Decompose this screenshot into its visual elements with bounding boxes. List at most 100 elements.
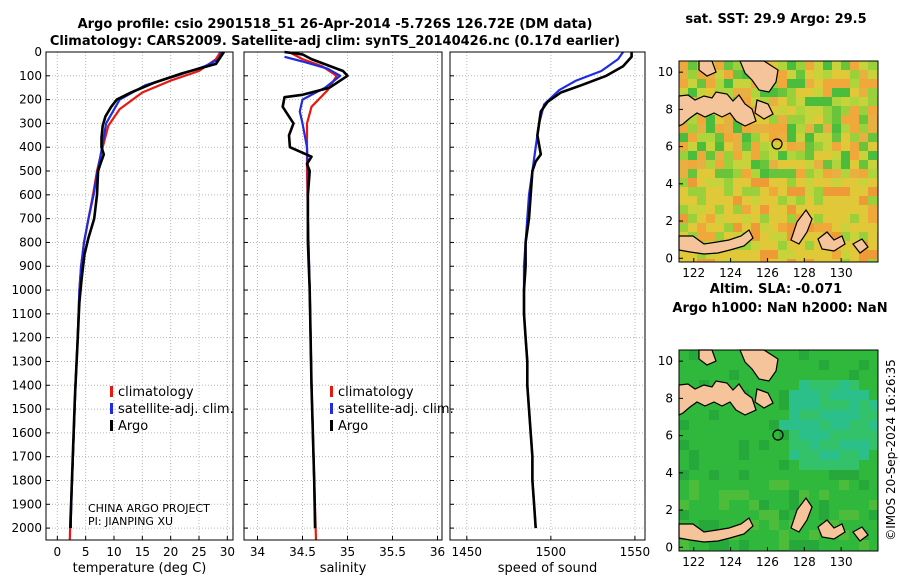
sla-pixel xyxy=(789,480,799,490)
sst-pixel xyxy=(850,124,859,133)
sla-pixel xyxy=(869,520,878,530)
sst-pixel xyxy=(769,259,778,262)
sla-pixel xyxy=(759,420,769,430)
sla-pixel xyxy=(839,420,849,430)
sst-pixel xyxy=(832,214,841,223)
sla-pixel xyxy=(699,510,709,520)
sst-pixel xyxy=(688,133,697,142)
sst-pixel xyxy=(751,169,760,178)
sla-pixel xyxy=(809,390,819,400)
sla-pixel xyxy=(769,420,779,430)
sst-pixel xyxy=(868,169,877,178)
sst-pixel xyxy=(859,124,868,133)
sst-pixel xyxy=(832,106,841,115)
map-y-tick-label: 0 xyxy=(665,540,673,554)
sst-pixel xyxy=(832,259,841,262)
sst-pixel xyxy=(850,196,859,205)
sst-map-pixels xyxy=(679,61,878,262)
sla-pixel xyxy=(749,460,759,470)
sst-pixel xyxy=(832,133,841,142)
sst-pixel xyxy=(787,151,796,160)
sst-pixel xyxy=(751,178,760,187)
sst-pixel xyxy=(688,205,697,214)
sla-pixel xyxy=(709,360,719,370)
sst-pixel xyxy=(832,187,841,196)
sla-pixel xyxy=(859,350,869,360)
sla-pixel xyxy=(739,500,749,510)
sst-pixel xyxy=(850,187,859,196)
sst-pixel xyxy=(859,223,868,232)
sst-pixel xyxy=(688,70,697,79)
sla-pixel xyxy=(809,380,819,390)
sla-pixel xyxy=(709,460,719,470)
sla-pixel xyxy=(819,490,829,500)
sst-pixel xyxy=(733,223,742,232)
sla-pixel xyxy=(699,420,709,430)
sla-pixel xyxy=(689,460,699,470)
sst-pixel xyxy=(868,232,877,241)
sst-pixel xyxy=(751,241,760,250)
sst-pixel xyxy=(787,106,796,115)
sla-pixel xyxy=(709,420,719,430)
sla-pixel xyxy=(859,540,869,550)
sst-pixel xyxy=(841,151,850,160)
sst-pixel xyxy=(751,196,760,205)
sla-pixel xyxy=(799,400,809,410)
sst-pixel xyxy=(715,169,724,178)
sla-pixel xyxy=(819,410,829,420)
sla-pixel xyxy=(679,420,689,430)
sst-pixel xyxy=(778,196,787,205)
sst-pixel xyxy=(778,70,787,79)
sla-pixel xyxy=(769,480,779,490)
figure-title-line2: Climatology: CARS2009. Satellite-adj cli… xyxy=(50,34,620,49)
sla-pixel xyxy=(819,380,829,390)
sst-pixel xyxy=(832,223,841,232)
sla-pixel xyxy=(689,540,699,550)
x-tick-label: 25 xyxy=(191,545,206,559)
sst-pixel xyxy=(769,232,778,241)
sst-pixel xyxy=(715,133,724,142)
sst-pixel xyxy=(823,178,832,187)
sst-pixel xyxy=(868,106,877,115)
sla-pixel xyxy=(699,370,709,380)
plot-frame xyxy=(449,51,646,541)
sst-pixel xyxy=(859,115,868,124)
sst-pixel xyxy=(796,142,805,151)
sst-pixel xyxy=(859,250,868,259)
sla-pixel xyxy=(839,540,849,550)
sla-pixel xyxy=(719,420,729,430)
sst-pixel xyxy=(697,151,706,160)
sst-map-land xyxy=(678,60,869,255)
sst-pixel xyxy=(679,250,688,259)
sla-pixel xyxy=(759,510,769,520)
sla-pixel xyxy=(679,440,689,450)
sst-pixel xyxy=(841,70,850,79)
sla-pixel xyxy=(679,460,689,470)
sla-pixel xyxy=(799,380,809,390)
sst-pixel xyxy=(868,133,877,142)
y-tick-label: 200 xyxy=(19,93,42,107)
map-x-tick-label: 124 xyxy=(719,266,742,280)
sla-pixel xyxy=(709,410,719,420)
sst-pixel xyxy=(787,187,796,196)
sla-pixel xyxy=(779,530,789,540)
sst-pixel xyxy=(724,133,733,142)
sst-pixel xyxy=(778,133,787,142)
sst-pixel xyxy=(778,79,787,88)
sst-pixel xyxy=(823,70,832,79)
sst-pixel xyxy=(778,61,787,70)
sla-pixel xyxy=(819,420,829,430)
sst-pixel xyxy=(805,178,814,187)
sst-pixel xyxy=(733,196,742,205)
sla-pixel xyxy=(739,370,749,380)
sst-pixel xyxy=(769,61,778,70)
legend-label-argo: Argo xyxy=(338,419,368,434)
sla-pixel xyxy=(849,500,859,510)
sla-map-title-line2: Argo h1000: NaN h2000: NaN xyxy=(672,301,887,316)
sst-pixel xyxy=(751,205,760,214)
sla-pixel xyxy=(779,420,789,430)
sla-pixel xyxy=(839,400,849,410)
sla-pixel xyxy=(719,470,729,480)
sla-pixel xyxy=(749,430,759,440)
sst-pixel xyxy=(823,160,832,169)
